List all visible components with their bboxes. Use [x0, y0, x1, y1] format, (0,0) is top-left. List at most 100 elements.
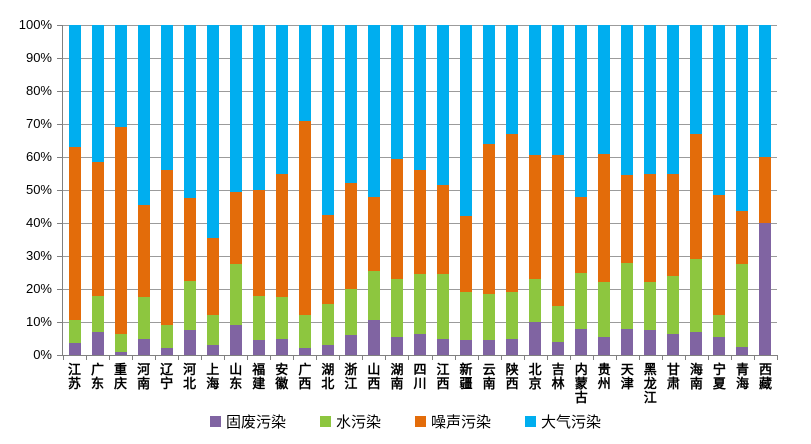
- x-axis-label-char: 西: [367, 376, 381, 391]
- legend-swatch-water: [319, 416, 331, 427]
- segment-air: [598, 25, 611, 154]
- segment-water: [298, 315, 311, 349]
- x-axis-label-新疆: 新疆: [455, 363, 478, 391]
- segment-solid-waste: [298, 348, 311, 355]
- y-tick: [57, 124, 62, 125]
- segment-air: [68, 25, 81, 148]
- segment-air: [206, 25, 219, 238]
- segment-noise: [275, 173, 288, 298]
- bar-slot-吉林: [547, 25, 570, 355]
- x-axis-label-山东: 山东: [224, 363, 247, 391]
- x-axis-label-char: 西: [758, 362, 772, 377]
- segment-water: [437, 274, 450, 339]
- bar-福建: [252, 25, 265, 355]
- segment-water: [91, 295, 104, 332]
- segment-water: [68, 320, 81, 344]
- segment-noise: [183, 198, 196, 281]
- bar-宁夏: [713, 25, 726, 355]
- segment-noise: [506, 133, 519, 293]
- x-axis-label-char: 江: [436, 362, 450, 377]
- segment-water: [390, 279, 403, 337]
- bar-slot-浙江: [339, 25, 362, 355]
- segment-air: [390, 25, 403, 159]
- x-axis-label-char: 东: [229, 376, 243, 391]
- segment-water: [252, 295, 265, 341]
- bar-slot-河南: [132, 25, 155, 355]
- x-axis-label-char: 重: [114, 362, 128, 377]
- segment-noise: [114, 127, 127, 334]
- x-tick: [178, 355, 180, 360]
- x-axis-label-安徽: 安徽: [270, 363, 293, 391]
- bar-slot-海南: [685, 25, 708, 355]
- segment-air: [252, 25, 265, 191]
- bar-slot-宁夏: [708, 25, 731, 355]
- segment-noise: [529, 155, 542, 280]
- x-axis-label-char: 夏: [712, 376, 726, 391]
- x-axis-label-char: 浙: [344, 362, 358, 377]
- bar-四川: [413, 25, 426, 355]
- segment-noise: [68, 147, 81, 321]
- segment-solid-waste: [552, 341, 565, 355]
- x-axis-label-char: 藏: [758, 376, 772, 391]
- bar-青海: [736, 25, 749, 355]
- x-tick: [316, 355, 318, 360]
- x-axis-label-黑龙江: 黑龙江: [639, 363, 662, 405]
- x-axis-label-char: 辽: [160, 362, 174, 377]
- segment-solid-waste: [483, 340, 496, 355]
- bar-slot-西藏: [754, 25, 777, 355]
- x-axis-label-内蒙古: 内蒙古: [570, 363, 593, 405]
- y-tick: [57, 190, 62, 191]
- x-axis-label-char: 内: [574, 362, 588, 377]
- x-axis-label-char: 南: [482, 376, 496, 391]
- bar-天津: [621, 25, 634, 355]
- segment-solid-waste: [736, 346, 749, 355]
- bar-slot-内蒙古: [570, 25, 593, 355]
- x-axis-label-福建: 福建: [247, 363, 270, 391]
- segment-water: [160, 325, 173, 349]
- x-tick: [523, 355, 525, 360]
- segment-water: [344, 289, 357, 336]
- segment-water: [575, 272, 588, 329]
- bar-西藏: [759, 25, 772, 355]
- bar-云南: [483, 25, 496, 355]
- x-axis-label-浙江: 浙江: [339, 363, 362, 391]
- segment-solid-waste: [229, 325, 242, 355]
- x-tick: [385, 355, 387, 360]
- y-axis-label: 0%: [33, 347, 52, 362]
- x-axis-label-char: 北: [321, 376, 335, 391]
- x-axis-label-宁夏: 宁夏: [708, 363, 731, 391]
- x-axis-label-char: 南: [390, 376, 404, 391]
- x-axis-label-char: 山: [229, 362, 243, 377]
- segment-noise: [298, 120, 311, 316]
- segment-solid-waste: [460, 340, 473, 355]
- segment-noise: [690, 133, 703, 260]
- bar-slot-湖北: [316, 25, 339, 355]
- bar-江西: [437, 25, 450, 355]
- plot-area: [57, 25, 778, 360]
- segment-solid-waste: [506, 338, 519, 355]
- y-axis-label: 10%: [25, 314, 52, 329]
- x-axis-label-海南: 海南: [685, 363, 708, 391]
- segment-air: [344, 25, 357, 184]
- segment-solid-waste: [367, 320, 380, 355]
- bar-slot-江苏: [63, 25, 86, 355]
- segment-water: [460, 292, 473, 341]
- segment-noise: [713, 194, 726, 316]
- segment-noise: [252, 190, 265, 296]
- x-tick: [247, 355, 249, 360]
- x-tick: [592, 355, 594, 360]
- x-axis-label-char: 江: [68, 362, 82, 377]
- segment-water: [229, 264, 242, 326]
- x-axis-label-河南: 河南: [132, 363, 155, 391]
- x-axis-label-吉林: 吉林: [547, 363, 570, 391]
- x-axis-label-char: 州: [597, 376, 611, 391]
- segment-noise: [575, 196, 588, 273]
- x-axis-label-char: 海: [735, 376, 749, 391]
- x-axis-label-char: 安: [275, 362, 289, 377]
- segment-noise: [229, 191, 242, 265]
- segment-air: [367, 25, 380, 197]
- bar-山东: [229, 25, 242, 355]
- bar-湖南: [390, 25, 403, 355]
- y-axis-label: 50%: [25, 182, 52, 197]
